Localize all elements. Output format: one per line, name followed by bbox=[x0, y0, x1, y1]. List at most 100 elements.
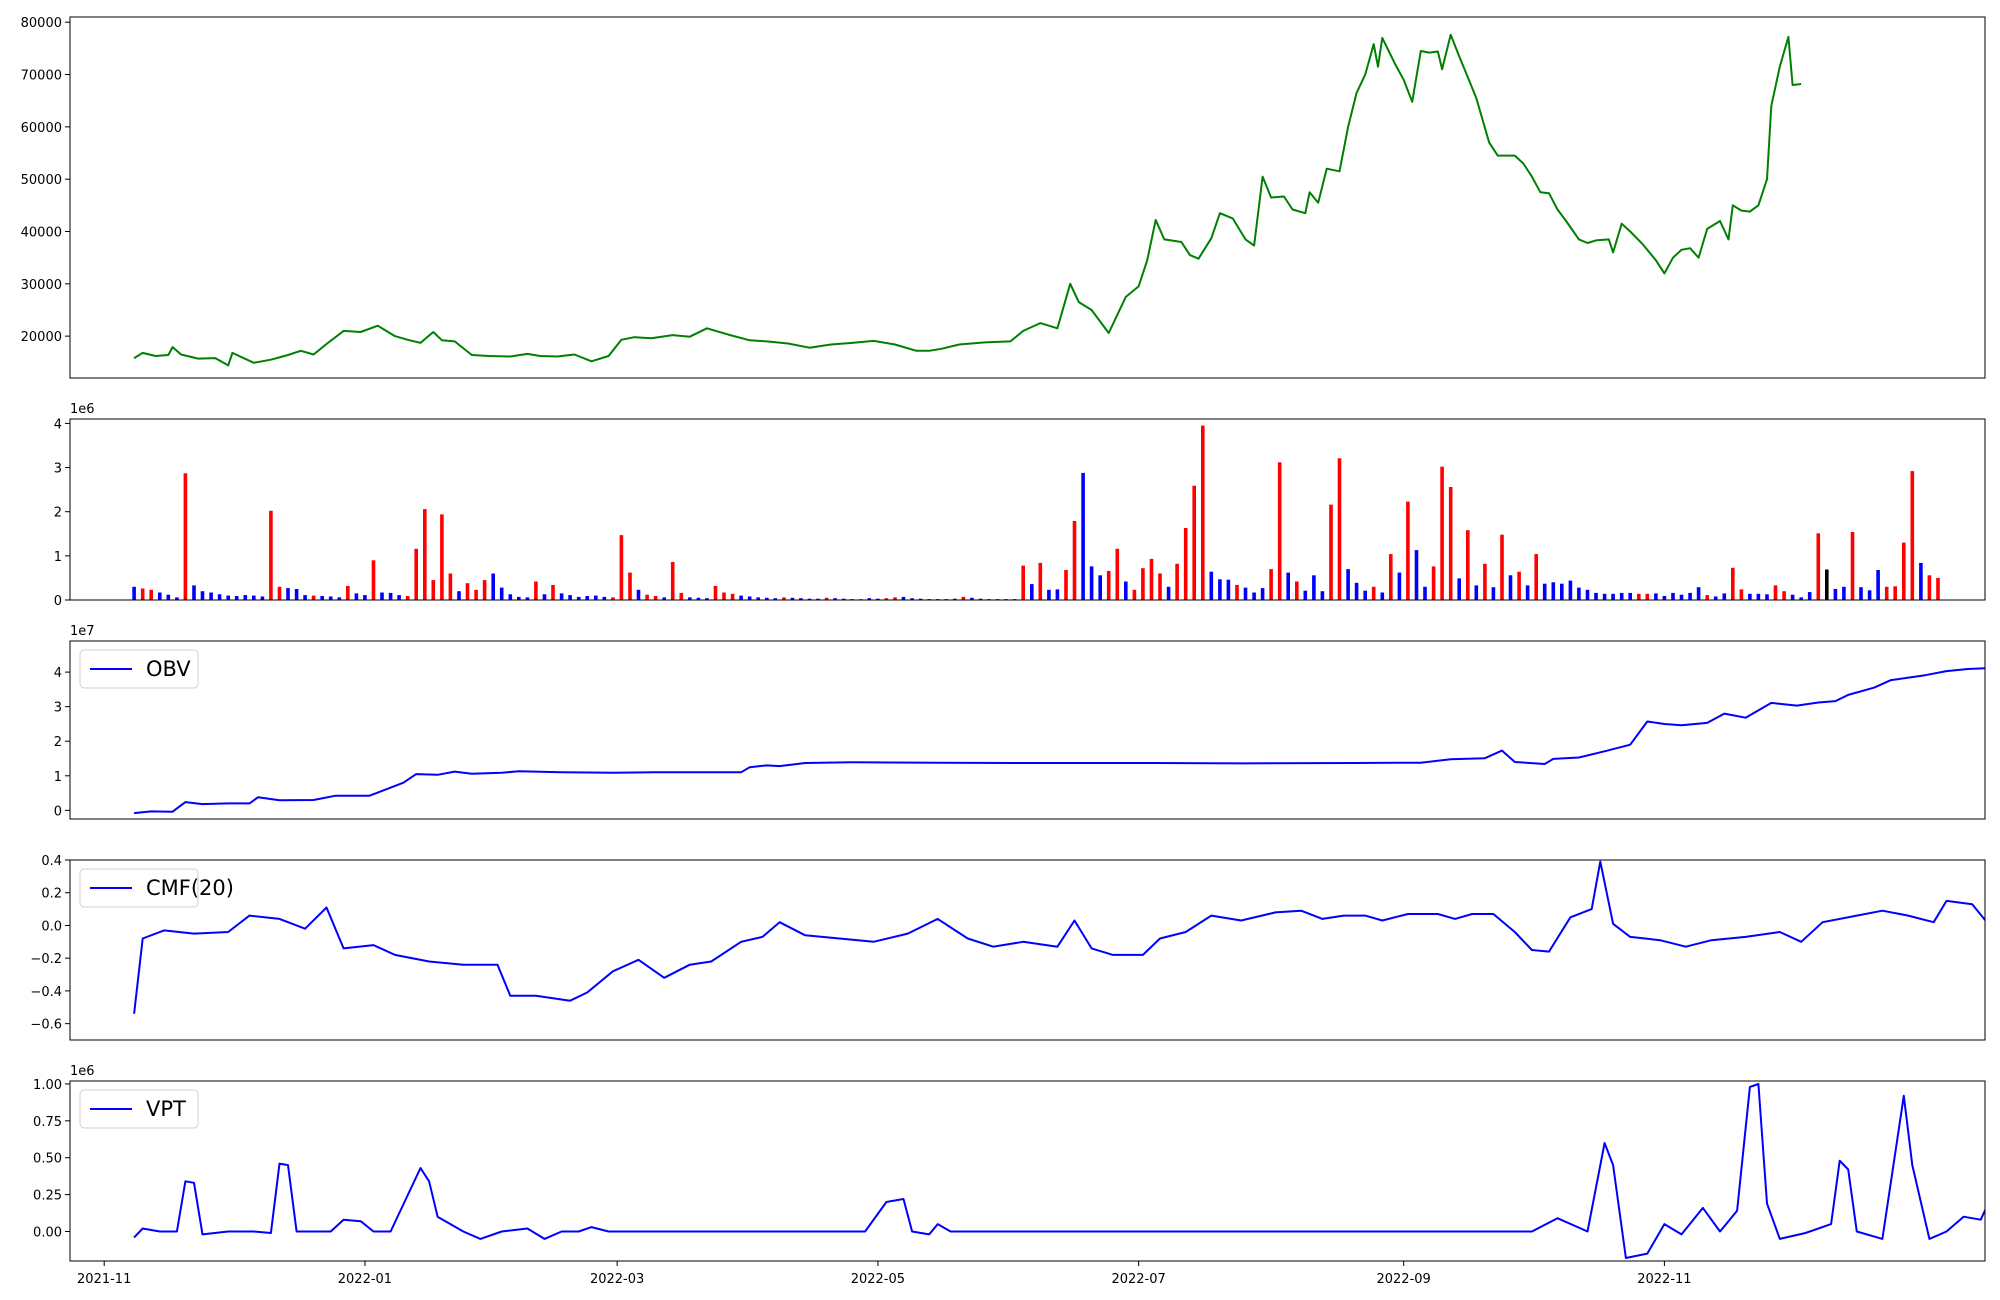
volume-bar bbox=[192, 585, 196, 600]
volume-bar bbox=[1662, 596, 1667, 600]
obv-legend-box bbox=[79, 649, 199, 689]
volume-bar bbox=[705, 598, 709, 600]
volume-bar bbox=[1226, 579, 1231, 600]
volume-bar bbox=[1354, 582, 1359, 600]
volume-bar bbox=[525, 597, 530, 600]
volume-bar bbox=[243, 595, 248, 600]
volume-bar bbox=[884, 598, 889, 600]
volume-bar bbox=[730, 593, 735, 600]
volume-bar bbox=[1474, 585, 1479, 600]
volume-bar bbox=[670, 562, 675, 600]
volume-bar bbox=[158, 592, 162, 600]
vpt-plot-area bbox=[133, 1083, 1985, 1259]
volume-bar bbox=[739, 595, 743, 600]
volume-bar bbox=[1585, 589, 1590, 600]
volume-bar bbox=[790, 597, 795, 600]
volume-ytick-label: 2 bbox=[54, 506, 62, 521]
volume-bar bbox=[354, 593, 359, 600]
volume-bar bbox=[1654, 593, 1658, 600]
volume-bar bbox=[970, 597, 974, 600]
volume-bar bbox=[1183, 528, 1188, 600]
volume-bar bbox=[961, 596, 966, 600]
cmf-ytick-label: −0.4 bbox=[30, 985, 62, 1000]
volume-bar bbox=[1705, 595, 1709, 600]
obv-ytick-label: 0 bbox=[54, 804, 62, 819]
volume-bar bbox=[1491, 587, 1496, 600]
volume-bar bbox=[1833, 589, 1838, 600]
obv-frame bbox=[69, 640, 1986, 820]
volume-bar bbox=[1252, 592, 1256, 600]
cmf-ytick-label: 0.0 bbox=[41, 919, 62, 934]
obv-ytick-label: 3 bbox=[54, 701, 62, 716]
volume-bar bbox=[1064, 570, 1068, 600]
volume-bar bbox=[653, 596, 658, 600]
volume-bar bbox=[1141, 568, 1145, 600]
volume-bar bbox=[585, 596, 589, 600]
volume-bar bbox=[594, 595, 598, 600]
volume-bar bbox=[1842, 586, 1846, 600]
volume-bar bbox=[363, 595, 367, 600]
obv-plot-area bbox=[134, 667, 1985, 815]
xtick-label: 2022-07 bbox=[1111, 1272, 1165, 1287]
volume-bar bbox=[679, 592, 684, 600]
volume-bar bbox=[893, 597, 897, 600]
volume-bar bbox=[1679, 594, 1684, 600]
obv-legend-label: OBV bbox=[146, 657, 191, 681]
price-ytick-label: 80000 bbox=[21, 16, 62, 31]
shared-x-axis: 2021-11 2022-01 2022-03 2022-05 2022-07 2022-… bbox=[77, 1261, 1692, 1287]
volume-bar bbox=[1448, 487, 1453, 600]
volume-bar bbox=[1517, 571, 1521, 600]
volume-bar bbox=[269, 510, 273, 600]
volume-bar bbox=[1884, 586, 1889, 600]
volume-bar bbox=[756, 597, 760, 600]
volume-bar bbox=[1876, 570, 1880, 600]
volume-bar bbox=[183, 473, 188, 600]
volume-bar bbox=[747, 596, 752, 600]
volume-bar bbox=[568, 595, 572, 600]
volume-bar bbox=[1551, 582, 1556, 600]
volume-bar bbox=[1731, 567, 1735, 600]
volume-bar bbox=[1748, 593, 1752, 600]
volume-bar bbox=[1337, 458, 1342, 600]
volume-bar bbox=[166, 594, 171, 600]
volume-bar bbox=[1859, 587, 1863, 600]
xtick-label: 2022-09 bbox=[1376, 1272, 1430, 1287]
vpt-ytick-label: 0.00 bbox=[33, 1225, 62, 1240]
volume-bar bbox=[1406, 501, 1410, 600]
vpt-frame bbox=[69, 1080, 1986, 1262]
volume-bar bbox=[722, 592, 726, 600]
price-ytick-label: 40000 bbox=[21, 226, 62, 241]
volume-bar bbox=[619, 535, 624, 600]
volume-bar bbox=[491, 573, 495, 600]
volume-bar bbox=[1790, 594, 1795, 600]
volume-bar bbox=[294, 589, 299, 600]
volume-bar bbox=[1030, 584, 1034, 600]
volume-bar bbox=[337, 597, 342, 600]
price-panel: 20000 30000 40000 50000 60000 70000 80000 bbox=[21, 16, 1986, 379]
volume-ytick-label: 4 bbox=[54, 417, 62, 432]
volume-bar bbox=[1919, 562, 1923, 600]
volume-bar bbox=[200, 591, 205, 600]
volume-bar bbox=[388, 592, 393, 600]
volume-ytick-label: 1 bbox=[54, 550, 62, 565]
volume-bar bbox=[1081, 472, 1085, 600]
volume-bar bbox=[833, 598, 837, 600]
cmf-series-line bbox=[133, 860, 1985, 1014]
volume-bar bbox=[346, 585, 350, 600]
volume-bar bbox=[1542, 583, 1547, 600]
volume-bar bbox=[611, 597, 615, 600]
volume-bar bbox=[397, 595, 401, 600]
volume-bar bbox=[1619, 592, 1624, 600]
cmf-ytick-label: −0.6 bbox=[30, 1018, 62, 1033]
volume-bar bbox=[1089, 566, 1094, 600]
volume-bar bbox=[1850, 532, 1855, 600]
volume-bar bbox=[517, 596, 521, 600]
volume-bar bbox=[534, 581, 538, 600]
volume-bar bbox=[1414, 550, 1419, 600]
volume-bar bbox=[1645, 593, 1650, 600]
volume-bar bbox=[1363, 590, 1367, 600]
volume-bar bbox=[1115, 548, 1120, 600]
price-ytick-label: 20000 bbox=[21, 330, 62, 345]
volume-bar bbox=[448, 573, 453, 600]
volume-bar bbox=[765, 597, 769, 600]
